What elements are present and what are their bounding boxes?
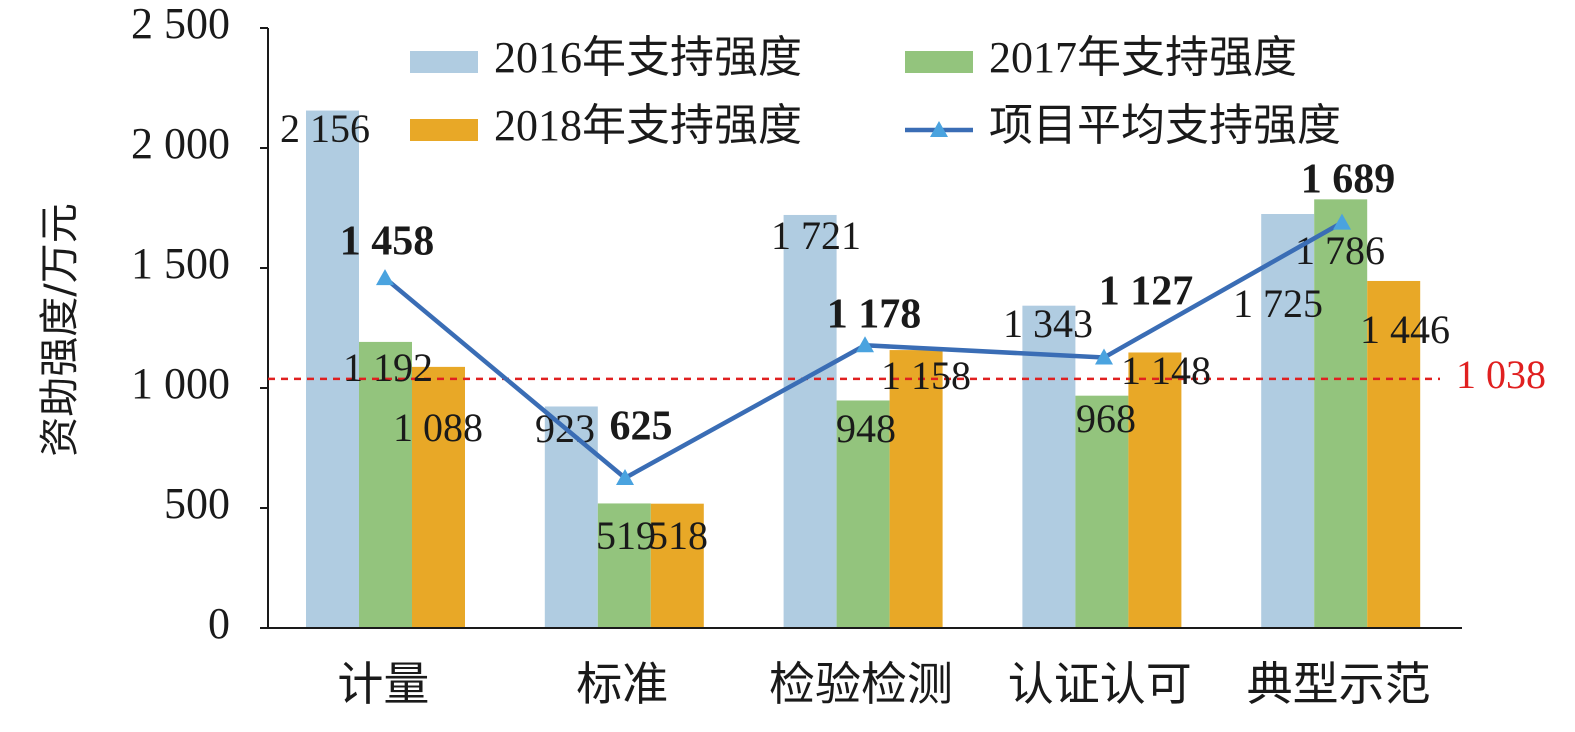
bar-data-label: 519 [596, 513, 656, 558]
y-tick-label: 0 [208, 599, 230, 648]
bar-data-label: 1 721 [771, 213, 861, 258]
average-marker [616, 469, 634, 485]
legend-swatch [905, 51, 973, 73]
bar-data-label: 948 [836, 406, 896, 451]
bar-1-2 [544, 406, 598, 628]
average-data-label: 1 458 [340, 219, 435, 265]
y-axis-label: 资助强度/万元 [37, 203, 83, 456]
average-marker [1333, 213, 1351, 230]
legend-label: 2018年支持强度 [494, 101, 802, 150]
y-tick-label: 1 000 [131, 359, 230, 408]
average-data-label: 625 [610, 404, 673, 450]
y-tick-label: 2 500 [131, 0, 230, 48]
bar-data-label: 1 192 [343, 345, 433, 390]
bar-data-label: 518 [648, 513, 708, 558]
average-data-label: 1 689 [1301, 157, 1396, 203]
bar-2-2 [597, 503, 651, 628]
bar-data-label: 1 343 [1003, 301, 1093, 346]
bar-3-3 [889, 350, 943, 628]
bar-data-label: 1 158 [881, 353, 971, 398]
y-tick-label: 2 000 [131, 119, 230, 168]
bar-data-label: 2 156 [280, 106, 370, 151]
average-marker [376, 269, 394, 286]
x-tick-label: 计量 [337, 657, 429, 711]
bar-data-label: 1 786 [1295, 228, 1385, 273]
bar-data-label: 968 [1076, 396, 1136, 441]
average-marker [856, 336, 874, 353]
x-tick-label: 标准 [576, 657, 668, 711]
x-tick-label: 检验检测 [769, 657, 953, 711]
legend-marker [930, 121, 948, 137]
x-tick-label: 典型示范 [1247, 657, 1431, 711]
bar-2-5 [1314, 199, 1368, 629]
bar-1-4 [1022, 305, 1076, 628]
reference-line-label: 1 038 [1456, 352, 1546, 397]
bar-2-1 [359, 341, 412, 628]
x-tick-label: 认证认可 [1008, 657, 1192, 711]
average-data-label: 1 178 [827, 292, 922, 338]
bar-data-label: 1 148 [1121, 348, 1211, 393]
bar-data-label: 1 725 [1233, 281, 1323, 326]
bar-3-1 [412, 366, 465, 628]
legend: 2016年支持强度 2017年支持强度 2018年支持强度 项目平均支持强度 [410, 33, 1341, 150]
bar-3-2 [650, 503, 704, 628]
bar-data-label: 1 446 [1360, 307, 1450, 352]
y-tick-label: 1 500 [131, 239, 230, 288]
bar-1-5 [1261, 214, 1315, 628]
average-marker [1095, 348, 1113, 365]
legend-swatch [410, 119, 478, 141]
legend-label: 项目平均支持强度 [989, 101, 1341, 150]
y-tick-label: 500 [164, 479, 230, 528]
legend-label: 2016年支持强度 [494, 33, 802, 82]
bar-3-5 [1367, 280, 1421, 628]
bar-2-4 [1075, 395, 1129, 628]
bar-1-3 [783, 214, 837, 628]
bar-2-3 [836, 400, 890, 628]
legend-swatch [410, 51, 478, 73]
average-data-label: 1 127 [1099, 269, 1194, 315]
bar-1-1 [306, 110, 359, 628]
bar-data-label: 1 088 [393, 405, 483, 450]
legend-label: 2017年支持强度 [989, 33, 1297, 82]
plot-area: 0 500 1 000 1 500 2 000 2 500 计量 标准 检验检测 认证认可 典型示范… [131, 0, 1546, 711]
bar-3-4 [1128, 352, 1182, 628]
